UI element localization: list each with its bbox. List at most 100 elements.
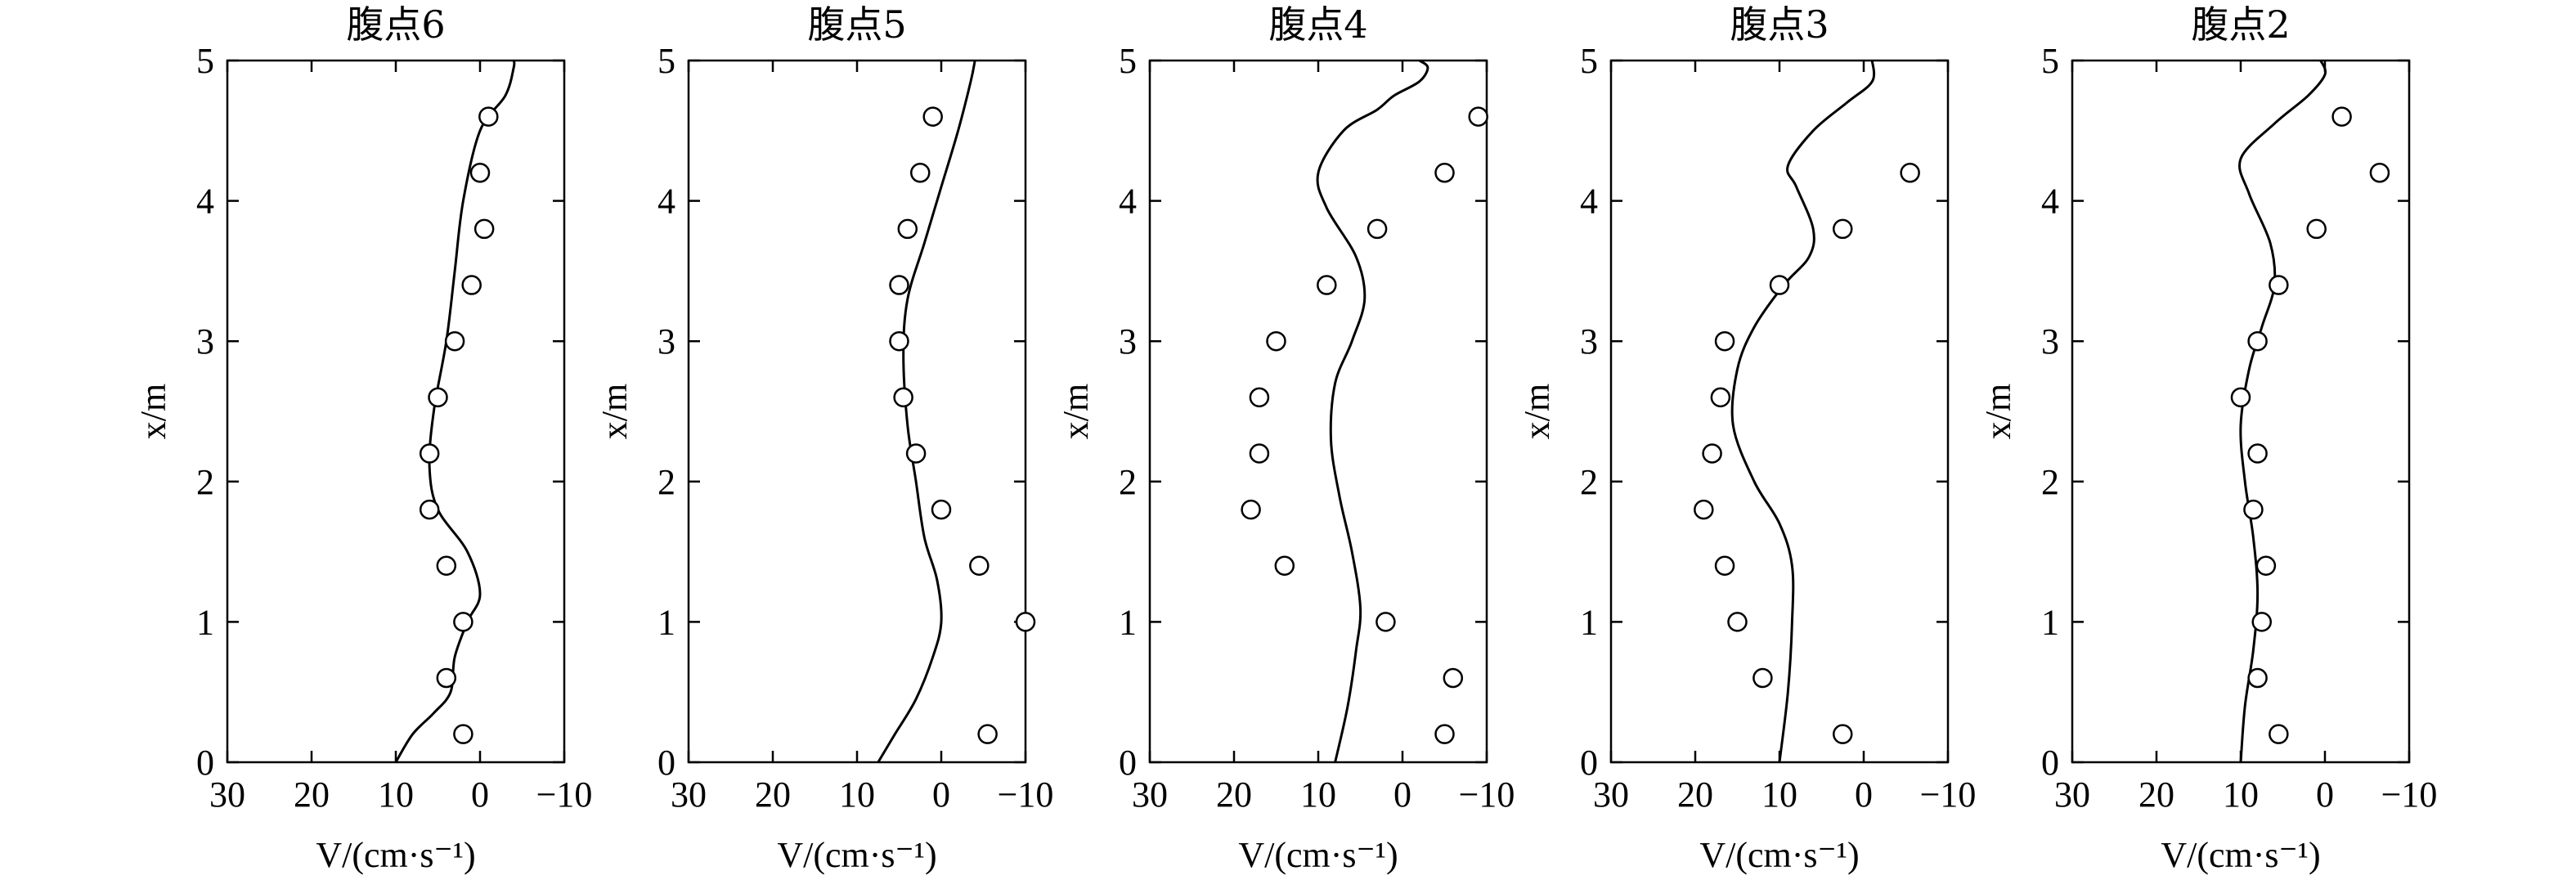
plot-frame [687,59,1027,764]
y-axis-label: x/m [1517,384,1557,439]
measured-point [922,106,943,127]
measured-point [2255,555,2277,577]
x-tick-label: 0 [1393,774,1411,815]
y-tick-label: 1 [196,602,214,642]
y-tick-label: 1 [2041,602,2059,642]
measured-point [1376,612,1396,632]
measured-point [453,612,473,632]
y-axis-label: x/m [1978,384,2018,439]
panel-title: 腹点4 [1268,2,1367,47]
measured-point [1752,667,1773,689]
measured-point [1714,555,1735,577]
measured-point [977,724,998,744]
y-tick-label: 0 [196,743,214,783]
y-tick-label: 3 [2041,321,2059,361]
measured-point [469,163,491,183]
x-tick-label: −10 [1459,774,1515,815]
y-tick-label: 0 [1119,743,1137,783]
measured-point [2331,106,2352,127]
measured-point [436,555,457,577]
measured-point [1900,163,1920,183]
measured-point [969,555,990,577]
measured-point [2247,443,2268,464]
measured-point [889,275,909,295]
x-tick-label: −10 [536,774,593,815]
plot-frame [1609,59,1950,764]
y-tick-label: 2 [2041,462,2059,502]
x-tick-label: −10 [1920,774,1977,815]
plot-frame [226,59,566,764]
measured-point [2269,275,2289,295]
panel-title: 腹点3 [1730,2,1829,47]
measured-point [1434,724,1455,744]
y-tick-label: 5 [2041,41,2059,81]
measured-point [2230,387,2251,408]
panel-5: 腹点2 30 20 10 0 −10 0 1 2 3 4 5 V/(cm·s⁻¹) x/m [1978,2,2437,875]
measured-point [897,218,918,240]
measured-point [436,667,457,689]
x-tick-label: 10 [2223,774,2259,815]
y-tick-label: 3 [1119,321,1137,361]
measured-point [893,387,913,408]
y-tick-label: 1 [657,602,675,642]
plot-frame [1148,59,1488,764]
y-tick-label: 5 [1580,41,1598,81]
y-tick-label: 4 [1580,182,1598,222]
computed-curve [1316,59,1429,763]
x-tick-label: 20 [2138,774,2174,815]
measured-point [1367,218,1388,240]
x-tick-label: 10 [839,774,875,815]
x-axis-label: V/(cm·s⁻¹) [316,835,475,875]
y-axis-label: x/m [1056,384,1096,439]
x-axis-label: V/(cm·s⁻¹) [2161,835,2320,875]
panel-4: 腹点3 30 20 10 0 −10 0 1 2 3 4 5 V/(cm·s⁻¹) x/m [1517,2,1976,875]
x-axis-label: V/(cm·s⁻¹) [1238,835,1398,875]
measured-point [1468,106,1488,127]
x-tick-label: 30 [1593,774,1629,815]
measured-point [1249,387,1270,408]
computed-curve [2238,60,2327,763]
measured-point [2269,724,2289,744]
y-tick-label: 1 [1119,602,1137,642]
y-tick-label: 4 [657,182,675,222]
computed-curve [394,60,516,763]
x-tick-label: 0 [471,774,489,815]
x-tick-label: 0 [2316,774,2334,815]
measured-point [905,443,927,464]
x-tick-label: 30 [2054,774,2090,815]
measured-point [889,330,909,352]
measured-point [1714,330,1735,352]
x-tick-label: 20 [1216,774,1252,815]
measured-point [473,218,495,240]
panel-3: 腹点4 30 20 10 0 −10 0 1 2 3 4 5 V/(cm·s⁻¹) x/m [1056,2,1515,875]
y-axis-label: x/m [595,384,635,439]
x-tick-label: 10 [1300,774,1336,815]
y-tick-label: 4 [196,182,214,222]
measured-point [1274,555,1295,577]
measured-point [453,724,473,744]
x-tick-label: −10 [2381,774,2438,815]
y-tick-label: 4 [2041,182,2059,222]
y-tick-label: 0 [1580,743,1598,783]
measured-point [1015,612,1036,632]
y-tick-label: 3 [657,321,675,361]
x-tick-label: 0 [932,774,950,815]
measured-point [419,443,440,464]
computed-curve [1730,60,1876,763]
y-tick-label: 3 [1580,321,1598,361]
measured-point [2306,218,2327,240]
y-tick-label: 2 [657,462,675,502]
panel-1: 腹点6 30 20 10 0 −10 0 1 2 3 4 5 V/(cm·s⁻¹) x/m [133,2,592,875]
measured-point [2251,612,2272,632]
x-axis-label: V/(cm·s⁻¹) [1699,835,1859,875]
y-tick-label: 0 [657,743,675,783]
x-axis-label: V/(cm·s⁻¹) [777,835,936,875]
measured-point [1833,218,1853,240]
measured-point [1249,443,1270,464]
y-tick-label: 2 [1119,462,1137,502]
y-tick-label: 2 [1580,462,1598,502]
measured-point [428,387,448,408]
measured-point [419,499,440,520]
y-tick-label: 5 [196,41,214,81]
